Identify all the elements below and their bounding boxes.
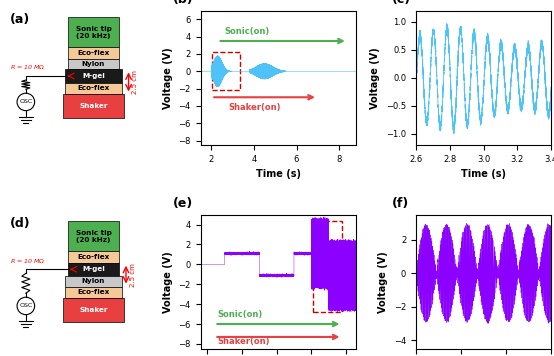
Text: Sonic tip
(20 kHz): Sonic tip (20 kHz) — [75, 26, 111, 39]
Text: Shaker: Shaker — [79, 307, 108, 313]
Bar — [313, 221, 342, 312]
Text: (e): (e) — [172, 197, 193, 210]
Y-axis label: Voltage (V): Voltage (V) — [371, 47, 381, 109]
Text: M-gel: M-gel — [82, 266, 105, 272]
Y-axis label: Voltage (V): Voltage (V) — [163, 47, 173, 109]
Bar — [65, 287, 122, 298]
Y-axis label: Voltage (V): Voltage (V) — [163, 251, 173, 313]
Text: (d): (d) — [9, 218, 30, 230]
Text: Sonic tip
(20 kHz): Sonic tip (20 kHz) — [75, 230, 111, 243]
Text: Shaker(on): Shaker(on) — [218, 337, 270, 346]
Text: 2.5 cm: 2.5 cm — [132, 70, 138, 94]
Bar — [65, 83, 122, 94]
Text: Eco-flex: Eco-flex — [78, 50, 110, 56]
Text: (b): (b) — [172, 0, 193, 6]
Bar — [68, 59, 119, 69]
Bar — [68, 17, 119, 47]
Bar — [68, 263, 119, 276]
Text: Eco-flex: Eco-flex — [78, 85, 110, 91]
Text: OSC: OSC — [19, 99, 33, 104]
Text: (f): (f) — [392, 197, 409, 210]
Text: Eco-flex: Eco-flex — [78, 289, 110, 295]
Bar — [63, 298, 124, 322]
Bar — [65, 69, 122, 83]
Text: Shaker(on): Shaker(on) — [228, 103, 281, 112]
Text: M-gel: M-gel — [82, 73, 105, 79]
Text: 2.5 cm: 2.5 cm — [130, 263, 136, 287]
Text: Nylon: Nylon — [82, 61, 105, 67]
Text: Sonic(on): Sonic(on) — [218, 310, 263, 319]
Bar — [65, 276, 122, 287]
Text: $R$ = 10 M$\Omega$: $R$ = 10 M$\Omega$ — [9, 257, 45, 265]
Text: OSC: OSC — [19, 303, 33, 308]
Text: $R$ = 10 M$\Omega$: $R$ = 10 M$\Omega$ — [9, 63, 45, 71]
Text: Nylon: Nylon — [82, 278, 105, 284]
Text: (c): (c) — [392, 0, 411, 6]
Y-axis label: Voltage (V): Voltage (V) — [378, 251, 388, 313]
Bar — [212, 52, 240, 90]
X-axis label: Time (s): Time (s) — [461, 169, 506, 179]
Bar — [68, 47, 119, 59]
Text: Shaker: Shaker — [79, 103, 108, 109]
Text: Sonic(on): Sonic(on) — [224, 27, 269, 36]
Text: Eco-flex: Eco-flex — [78, 254, 110, 260]
Bar — [68, 221, 119, 251]
Bar — [63, 94, 124, 118]
Bar — [68, 251, 119, 263]
X-axis label: Time (s): Time (s) — [256, 169, 301, 179]
Text: (a): (a) — [9, 14, 30, 26]
